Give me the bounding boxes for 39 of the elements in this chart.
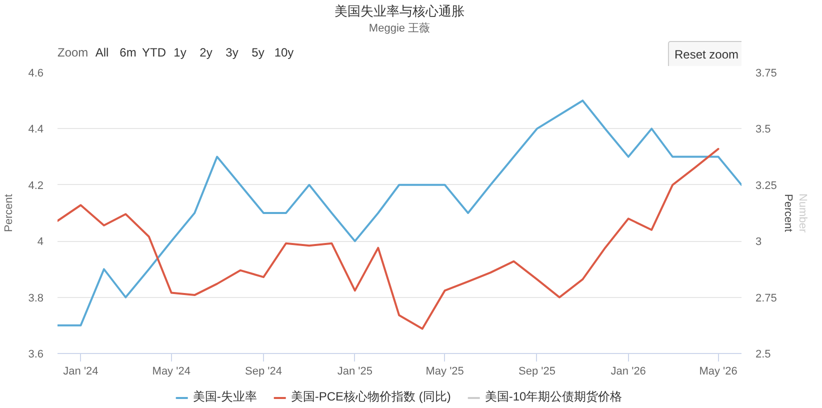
y-tick-label: 3.8 [28, 292, 44, 304]
x-tick-label: Jan '26 [610, 366, 646, 378]
y2-tick-label: 3.5 [756, 124, 771, 136]
text: 1y [174, 46, 186, 60]
text: YTD [142, 46, 166, 60]
x-tick-label: Jan '24 [63, 366, 98, 378]
y2-tick-label: 2.5 [756, 348, 771, 360]
text: 2y [200, 46, 212, 60]
y2-tick-label: 2.75 [756, 292, 777, 304]
text: 10y [274, 46, 294, 60]
text: 6m [120, 46, 136, 60]
legend-label: 美国-失业率 [192, 388, 257, 406]
chart-title: 美国失业率与核心通胀 [334, 4, 464, 18]
y2-axis-title: Percent [782, 194, 794, 232]
legend-label: 美国-PCE核心物价指数 (同比) [290, 388, 451, 406]
text: Reset zoom [674, 48, 739, 62]
legend-label: 美国-10年期公债期货价格 [484, 388, 622, 406]
x-tick-label: Sep '24 [245, 366, 282, 378]
line-series [58, 148, 720, 330]
text: 5y [252, 46, 264, 60]
y-tick-label: 4.4 [28, 124, 44, 136]
text: 3y [226, 46, 238, 60]
x-tick-label: May '26 [699, 366, 738, 378]
y2-tick-label: 3.75 [756, 68, 777, 80]
y-tick-label: 3.6 [28, 348, 44, 360]
y-tick-label: 4.2 [28, 180, 44, 192]
x-tick-label: May '24 [152, 366, 190, 378]
x-tick-label: Jan '25 [337, 366, 372, 378]
y2-tick-label: 3.25 [756, 180, 777, 192]
text: Zoom [58, 46, 88, 60]
chart-subtitle: Meggie 王薇 [368, 22, 430, 34]
text: All [95, 46, 109, 60]
line-series [58, 100, 742, 326]
y-tick-label: 4 [37, 236, 44, 248]
y-tick-label: 4.6 [28, 68, 44, 80]
y-axis-title: Percent [3, 194, 16, 232]
y2-tick-label: 3 [756, 236, 762, 248]
x-tick-label: May '25 [426, 366, 464, 378]
x-tick-label: Sep '25 [518, 366, 556, 378]
